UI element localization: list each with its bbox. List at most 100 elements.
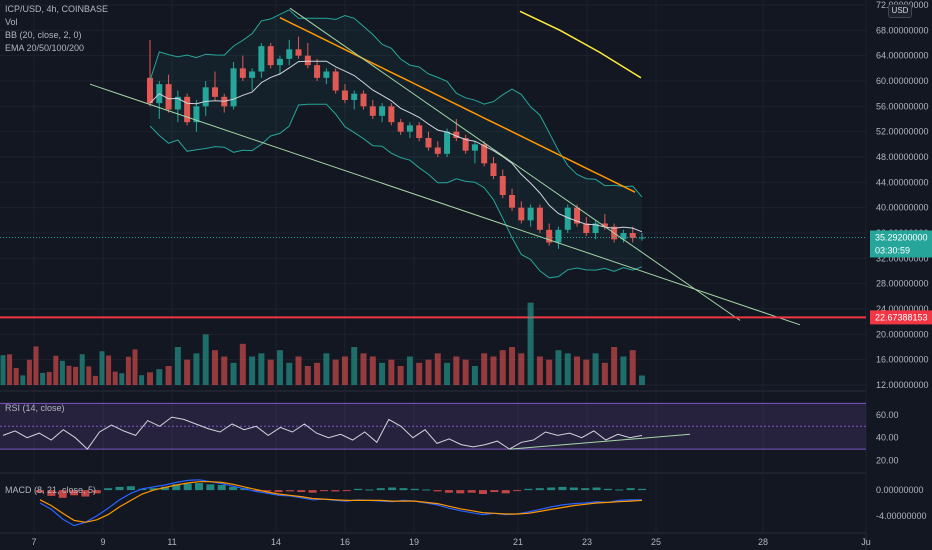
volume-bar	[165, 366, 172, 385]
volume-bar	[106, 355, 112, 385]
volume-bar	[509, 347, 516, 385]
volume-bar	[611, 347, 618, 385]
macd-line	[39, 479, 642, 527]
volume-bar	[444, 362, 451, 385]
price-pane[interactable]	[0, 7, 866, 385]
candle[interactable]	[323, 71, 330, 78]
volume-bar	[314, 362, 321, 385]
last-price-tag-bg	[870, 230, 932, 245]
candle[interactable]	[444, 131, 451, 154]
macd-histogram-bar	[70, 490, 79, 496]
candle[interactable]	[536, 207, 543, 230]
symbol-title[interactable]: ICP/USD, 4h, COINBASE	[5, 4, 109, 14]
candle[interactable]	[462, 138, 469, 151]
volume-bar	[230, 362, 237, 385]
volume-bar	[601, 362, 608, 385]
macd-signal-line	[39, 481, 643, 523]
x-tick-label: 7	[31, 537, 36, 547]
candle[interactable]	[239, 68, 246, 78]
candle[interactable]	[230, 68, 237, 107]
volume-bar	[462, 359, 469, 385]
candle[interactable]	[193, 106, 200, 123]
macd-pane[interactable]	[36, 479, 646, 527]
candle[interactable]	[388, 106, 395, 123]
candle[interactable]	[258, 46, 265, 72]
candle[interactable]	[564, 207, 571, 230]
candle[interactable]	[304, 55, 311, 66]
candle[interactable]	[499, 176, 506, 195]
currency-button[interactable]: USD	[888, 4, 912, 18]
volume-bar	[481, 353, 488, 385]
upper-trendline[interactable]	[289, 7, 741, 321]
candle[interactable]	[527, 207, 534, 221]
candle[interactable]	[276, 58, 283, 66]
candle[interactable]	[267, 46, 274, 66]
candle[interactable]	[601, 223, 608, 227]
candle[interactable]	[453, 131, 460, 138]
lower-trendline[interactable]	[89, 83, 801, 326]
x-tick-label: 25	[651, 537, 661, 547]
bollinger-lower	[149, 103, 643, 279]
candle[interactable]	[583, 223, 590, 234]
candle[interactable]	[360, 93, 367, 107]
candle[interactable]	[295, 49, 302, 56]
candle[interactable]	[406, 125, 413, 132]
candle[interactable]	[202, 87, 209, 107]
ema-legend[interactable]: EMA 20/50/100/200	[5, 43, 85, 53]
price-tags: 35.29200000 03:30:59 22.67388153	[870, 230, 932, 325]
candle[interactable]	[481, 144, 488, 164]
candle[interactable]	[555, 229, 562, 243]
volume-bar	[555, 350, 562, 385]
candle[interactable]	[416, 125, 423, 138]
candle[interactable]	[332, 71, 339, 91]
candle[interactable]	[546, 229, 553, 243]
candle[interactable]	[425, 138, 432, 148]
candle[interactable]	[249, 71, 256, 78]
candle[interactable]	[574, 207, 581, 224]
price-tick-label: 64.00000000	[876, 51, 929, 61]
macd-histogram-bar	[376, 488, 385, 491]
candle[interactable]	[174, 96, 181, 110]
candle[interactable]	[434, 147, 441, 154]
candle[interactable]	[379, 106, 386, 116]
candle[interactable]	[471, 144, 478, 151]
candle[interactable]	[341, 90, 348, 101]
macd-histogram-bar	[410, 488, 419, 491]
volume-bar	[425, 359, 432, 385]
volume-bar	[59, 360, 65, 385]
rsi-trendline[interactable]	[509, 433, 691, 450]
candle[interactable]	[639, 237, 645, 239]
volume-bar	[40, 372, 46, 385]
macd-histogram-bar	[513, 490, 522, 492]
candle[interactable]	[509, 195, 516, 208]
bb-legend[interactable]: BB (20, close, 2, 0)	[5, 30, 82, 40]
price-tick-label: 20.00000000	[876, 329, 929, 339]
rsi-pane[interactable]	[0, 402, 866, 450]
candle[interactable]	[184, 96, 191, 123]
vol-legend[interactable]: Vol	[5, 17, 18, 27]
candle[interactable]	[286, 49, 293, 59]
rsi-legend[interactable]: RSI (14, close)	[5, 403, 65, 413]
candle[interactable]	[351, 93, 358, 100]
candle[interactable]	[629, 233, 636, 239]
candle[interactable]	[147, 77, 153, 104]
candle[interactable]	[620, 233, 627, 240]
candle[interactable]	[211, 87, 218, 97]
candle[interactable]	[592, 223, 599, 234]
macd-legend[interactable]: MACD (8, 21, close, 5)	[5, 485, 97, 495]
macd-histogram-bar	[308, 490, 317, 493]
macd-histogram-bar	[297, 490, 306, 493]
volume-bar	[79, 354, 85, 385]
candle[interactable]	[314, 65, 321, 78]
candle[interactable]	[369, 106, 376, 116]
candle[interactable]	[397, 122, 404, 132]
price-tick-label: 28.00000000	[876, 279, 929, 289]
candle[interactable]	[490, 163, 497, 176]
candle[interactable]	[165, 84, 172, 110]
volume-bar	[574, 356, 581, 385]
volume-bar	[286, 362, 293, 385]
volume-bar	[99, 351, 105, 385]
candle[interactable]	[518, 207, 525, 221]
